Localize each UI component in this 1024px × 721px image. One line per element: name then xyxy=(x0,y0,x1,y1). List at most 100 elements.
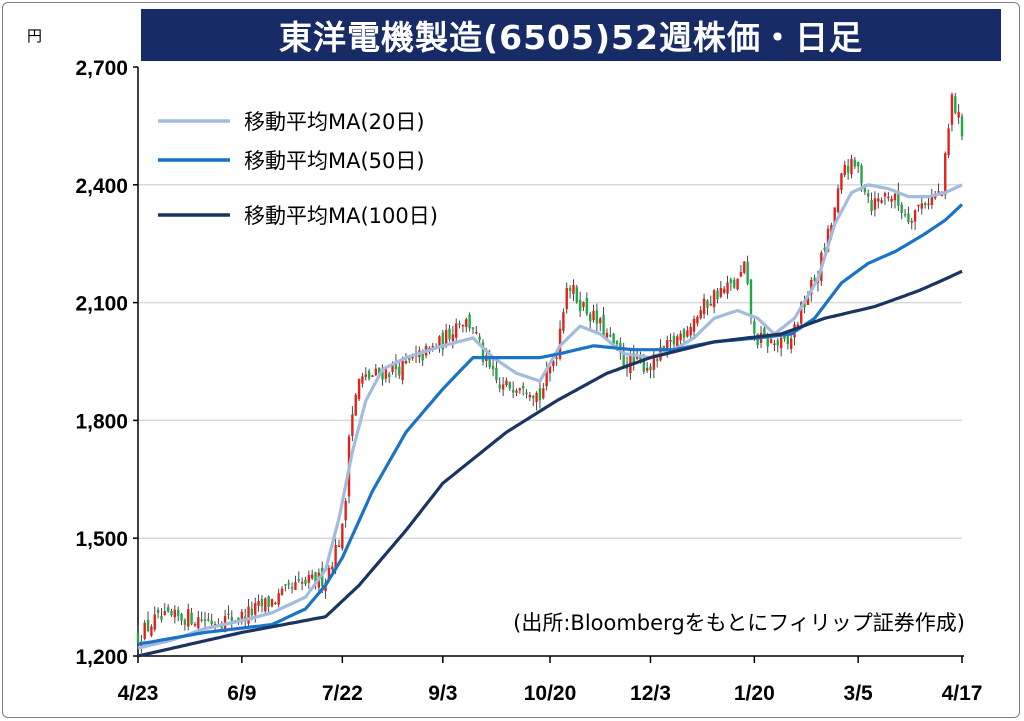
candle-up xyxy=(702,298,706,314)
candle-up xyxy=(307,575,311,583)
y-tick-label: 2,100 xyxy=(75,293,128,316)
candle-down xyxy=(146,619,150,631)
candle-up xyxy=(150,626,153,636)
candle-up xyxy=(438,336,441,348)
candle-up xyxy=(709,303,712,306)
candle-down xyxy=(408,356,411,361)
candle-down xyxy=(367,371,371,379)
candle-up xyxy=(431,346,434,348)
candle-up xyxy=(944,153,947,195)
candle-up xyxy=(444,329,448,346)
candle-down xyxy=(622,351,625,366)
candle-down xyxy=(615,340,619,345)
candle-down xyxy=(394,362,398,370)
candle-down xyxy=(290,587,294,589)
candlesticks xyxy=(136,92,964,653)
candle-down xyxy=(578,299,582,312)
candle-down xyxy=(200,619,203,621)
candle-down xyxy=(136,632,140,644)
candle-down xyxy=(585,297,589,315)
candle-up xyxy=(880,200,883,203)
candle-down xyxy=(860,165,863,184)
x-tick-label: 10/20 xyxy=(524,682,577,705)
candle-up xyxy=(351,414,354,436)
candle-up xyxy=(826,228,830,252)
candle-up xyxy=(950,94,954,125)
candle-up xyxy=(927,203,930,206)
candle-up xyxy=(528,394,532,398)
candle-down xyxy=(488,355,491,367)
candle-down xyxy=(250,608,254,615)
candle-down xyxy=(495,367,498,381)
candle-up xyxy=(789,338,793,349)
candle-up xyxy=(270,599,274,607)
candle-down xyxy=(746,261,749,284)
candle-down xyxy=(753,321,756,334)
candle-down xyxy=(609,335,612,337)
candle-down xyxy=(538,388,542,401)
candle-up xyxy=(163,611,166,616)
candle-down xyxy=(468,314,471,329)
candle-up xyxy=(518,388,522,391)
candle-up xyxy=(545,369,548,387)
candle-up xyxy=(391,364,394,372)
candle-up xyxy=(515,390,518,393)
candle-up xyxy=(592,310,595,321)
candle-up xyxy=(548,366,552,374)
candle-down xyxy=(421,354,424,361)
candle-down xyxy=(856,161,860,167)
candle-up xyxy=(455,323,458,338)
candle-up xyxy=(384,369,388,379)
candle-down xyxy=(156,609,160,613)
candle-down xyxy=(183,619,187,625)
candle-up xyxy=(331,566,334,570)
candle-down xyxy=(180,613,183,621)
candle-up xyxy=(696,316,699,324)
candle-up xyxy=(280,588,284,595)
candle-up xyxy=(712,290,716,307)
candle-down xyxy=(612,333,615,345)
candle-up xyxy=(669,340,672,342)
candle-up xyxy=(722,288,726,293)
candle-down xyxy=(783,336,786,339)
candle-up xyxy=(213,623,217,626)
candle-down xyxy=(706,300,709,308)
candle-down xyxy=(923,203,927,206)
candle-down xyxy=(682,329,686,338)
candle-down xyxy=(786,336,790,344)
candle-down xyxy=(190,612,193,625)
unit-label: 円 xyxy=(27,27,42,45)
x-tick-label: 7/22 xyxy=(322,682,363,705)
candle-down xyxy=(508,382,512,389)
candle-down xyxy=(203,619,207,622)
candle-up xyxy=(555,357,558,359)
candle-up xyxy=(887,196,890,199)
candle-up xyxy=(475,331,478,334)
candle-up xyxy=(374,368,378,376)
candle-down xyxy=(672,335,676,345)
candle-down xyxy=(160,615,163,620)
candle-up xyxy=(310,574,314,579)
y-tick-label: 1,500 xyxy=(75,528,128,551)
legend-label: 移動平均MA(20日) xyxy=(244,110,425,134)
candle-up xyxy=(187,609,190,627)
candle-up xyxy=(833,207,836,225)
x-tick-label: 4/17 xyxy=(942,682,983,705)
y-tick-label: 1,200 xyxy=(75,646,128,669)
candle-down xyxy=(458,323,461,325)
y-tick-label: 2,400 xyxy=(75,175,128,198)
candle-up xyxy=(679,333,682,341)
candle-down xyxy=(491,365,495,370)
candle-down xyxy=(398,366,401,376)
candle-down xyxy=(478,336,481,340)
candle-up xyxy=(197,617,200,629)
candle-down xyxy=(207,619,210,621)
candle-down xyxy=(220,626,223,629)
candle-down xyxy=(525,392,528,394)
candle-up xyxy=(254,603,257,615)
candle-up xyxy=(719,287,723,297)
candle-up xyxy=(736,278,739,290)
candle-down xyxy=(649,366,652,371)
candle-up xyxy=(274,602,277,605)
